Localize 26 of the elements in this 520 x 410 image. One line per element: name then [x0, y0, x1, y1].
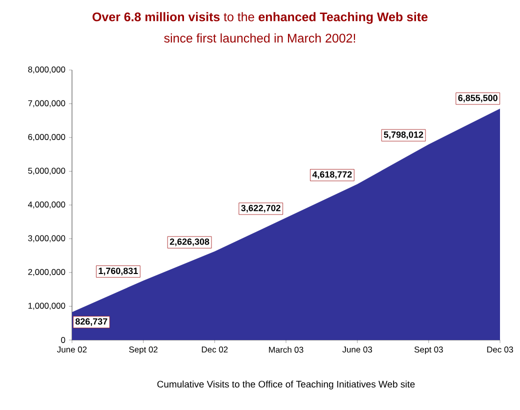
- x-tick-label: Dec 02: [202, 346, 228, 353]
- data-label: 2,626,308: [170, 238, 210, 246]
- data-label: 3,622,702: [241, 204, 280, 213]
- y-tick-label: 5,000,000: [28, 168, 66, 175]
- data-label: 6,855,500: [458, 94, 498, 102]
- x-tick-label: March 03: [269, 346, 304, 353]
- x-tick-label: June 02: [57, 346, 87, 353]
- y-tick-label: 7,000,000: [28, 100, 66, 108]
- y-tick-label: 0: [61, 337, 66, 343]
- chart-title: Over 6.8 million visits to the enhanced Teaching Web site: [92, 12, 428, 24]
- y-tick-label: 6,000,000: [28, 134, 66, 141]
- y-tick-label: 1,000,000: [28, 302, 66, 310]
- data-label: 826,737: [75, 318, 108, 326]
- y-tick-label: 8,000,000: [28, 66, 66, 74]
- data-label: 5,798,012: [384, 131, 424, 140]
- y-tick-label: 3,000,000: [28, 235, 66, 242]
- x-tick-label: Sept 02: [129, 346, 158, 354]
- x-tick-label: Sept 03: [414, 346, 443, 354]
- y-tick-label: 2,000,000: [28, 269, 66, 276]
- x-tick-label: Dec 03: [487, 346, 514, 353]
- x-tick-label: June 03: [342, 346, 372, 353]
- y-tick-label: 4,000,000: [28, 202, 66, 208]
- x-axis-title: Cumulative Visits to the Office of Teaching Initiatives Web site: [157, 380, 415, 390]
- data-label: 4,618,772: [312, 171, 352, 179]
- data-label: 1,760,831: [98, 268, 138, 276]
- chart-subtitle: since first launched in March 2002!: [164, 33, 356, 43]
